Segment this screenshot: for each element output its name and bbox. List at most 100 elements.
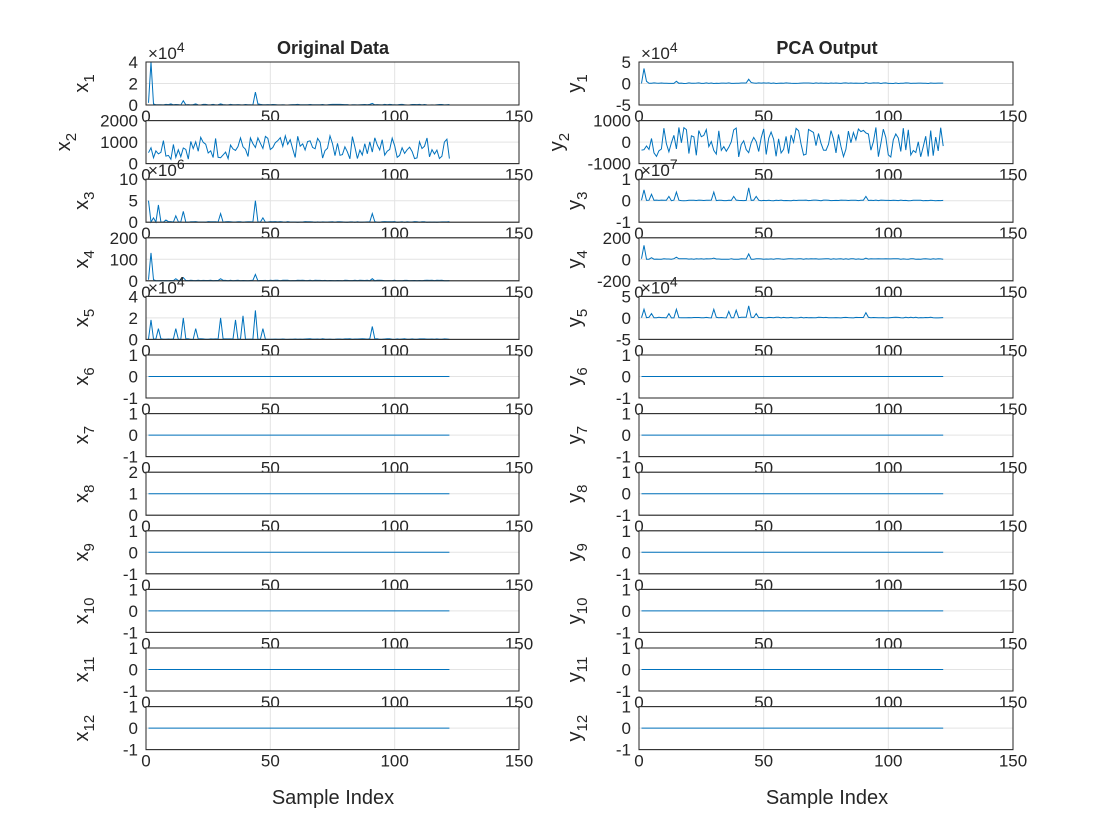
series-line-y5 (641, 305, 944, 319)
y-tick-label: -1 (123, 682, 138, 701)
y-tick-label: 1 (129, 580, 138, 599)
series-line-y1 (641, 68, 944, 85)
y-tick-label: -1 (616, 623, 631, 642)
y-tick-label: -1 (123, 448, 138, 467)
x-tick-label: 0 (141, 166, 150, 185)
y-tick-label: 1 (129, 346, 138, 365)
y-tick-label: 0 (622, 192, 631, 211)
y-tick-label: 1 (622, 522, 631, 541)
y-axis-label: x12 (71, 715, 98, 742)
x-tick-label: 0 (634, 224, 643, 243)
y-tick-label: 5 (622, 287, 631, 306)
x-tick-label: 0 (141, 752, 150, 771)
y-tick-label: -1 (123, 389, 138, 408)
x-tick-label: 50 (754, 752, 773, 771)
right-x-axis-label: Sample Index (766, 787, 888, 809)
y-tick-label: 5 (622, 53, 631, 72)
y-tick-label: 0 (622, 250, 631, 269)
y-axis-label: x10 (71, 598, 98, 625)
left-column-title: Original Data (277, 38, 390, 58)
x-tick-label: 0 (634, 107, 643, 126)
y-tick-label: 0 (129, 272, 138, 291)
y-tick-label: 1 (129, 698, 138, 717)
axes-frame (145, 61, 520, 106)
x-tick-label: 0 (141, 459, 150, 478)
y-tick-label: -1 (123, 623, 138, 642)
x-tick-label: 0 (141, 576, 150, 595)
y-axis-label: x7 (71, 426, 98, 444)
axis-exponent: ×106 (148, 156, 185, 180)
y-tick-label: 0 (129, 661, 138, 680)
x-tick-label: 0 (141, 517, 150, 536)
axes-frame (145, 413, 520, 458)
y-axis-label: x4 (71, 250, 98, 268)
x-tick-label: 0 (141, 107, 150, 126)
y-tick-label: -1 (616, 741, 631, 760)
y-axis-label: y1 (564, 74, 591, 92)
y-tick-label: 5 (129, 192, 138, 211)
y-tick-label: 10 (119, 170, 138, 189)
y-tick-label: 1 (622, 698, 631, 717)
y-axis-label: y11 (564, 657, 591, 683)
y-tick-label: 0 (622, 485, 631, 504)
axes-frame (638, 178, 1014, 223)
x-tick-label: 0 (141, 283, 150, 302)
x-tick-label: 0 (634, 459, 643, 478)
y-axis-label: y9 (564, 543, 591, 561)
axes-frame (145, 237, 520, 282)
y-axis-label: y10 (564, 598, 591, 625)
y-tick-label: 0 (129, 719, 138, 738)
y-tick-label: -1 (616, 213, 631, 232)
y-axis-label: x5 (71, 309, 98, 327)
y-tick-label: 200 (110, 229, 138, 248)
y-tick-label: 1 (129, 522, 138, 541)
y-tick-label: -1 (616, 565, 631, 584)
series-line-x2 (148, 133, 450, 161)
axes-frame (145, 706, 520, 751)
y-tick-label: 0 (129, 426, 138, 445)
axes-frame (638, 237, 1014, 282)
y-tick-label: 4 (129, 287, 138, 306)
y-tick-label: 0 (129, 330, 138, 349)
axes-frame (638, 647, 1014, 692)
y-tick-label: 0 (129, 602, 138, 621)
y-axis-label: y6 (564, 367, 591, 385)
axes-frame (638, 354, 1014, 399)
y-axis-label: x11 (71, 657, 98, 683)
y-tick-label: 1 (129, 639, 138, 658)
y-tick-label: 0 (129, 368, 138, 387)
x-tick-label: 0 (141, 634, 150, 653)
y-axis-label: y12 (564, 715, 591, 742)
y-tick-label: 200 (603, 229, 631, 248)
y-axis-label: x1 (71, 74, 98, 92)
y-tick-label: 1 (622, 346, 631, 365)
y-tick-label: 0 (129, 155, 138, 174)
axes-frame (638, 706, 1014, 751)
y-tick-label: 1 (622, 580, 631, 599)
y-tick-label: 0 (129, 96, 138, 115)
axis-exponent: ×104 (148, 39, 185, 63)
y-tick-label: 0 (622, 75, 631, 94)
axis-exponent: ×104 (641, 39, 678, 63)
y-tick-label: 4 (129, 53, 138, 72)
right-column-title: PCA Output (776, 38, 877, 58)
y-tick-label: 0 (622, 309, 631, 328)
y-tick-label: 100 (110, 250, 138, 269)
y-axis-label: x9 (71, 543, 98, 561)
x-tick-label: 0 (141, 400, 150, 419)
y-axis-label: y3 (564, 192, 591, 210)
axes-frame (145, 178, 520, 223)
x-tick-label: 0 (634, 693, 643, 712)
x-tick-label: 0 (634, 166, 643, 185)
y-tick-label: -5 (616, 96, 631, 115)
